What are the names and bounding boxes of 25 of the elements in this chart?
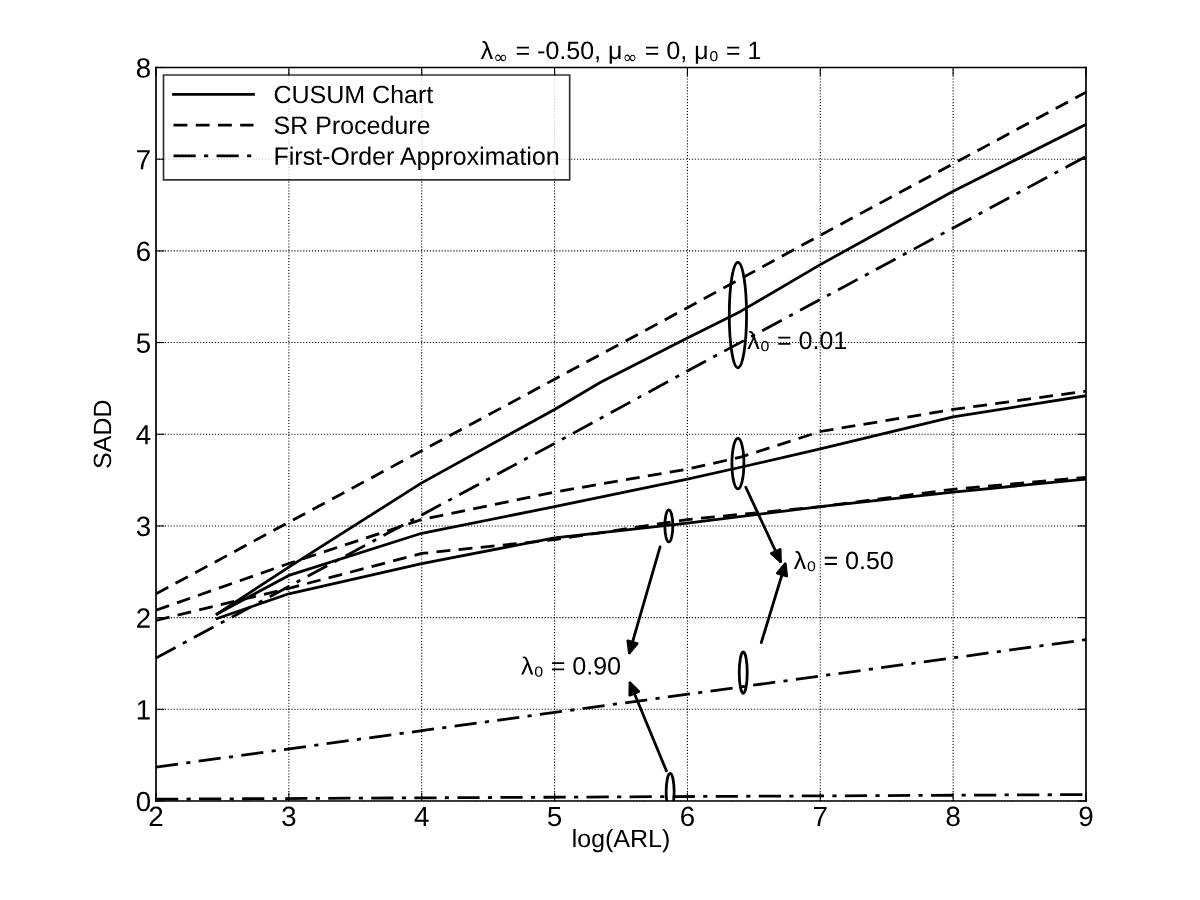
x-tick-label: 6 [681, 806, 694, 827]
y-tick-label: 8 [136, 58, 150, 78]
x-tick-label: 5 [547, 806, 562, 827]
y-tick-label: 6 [137, 241, 150, 262]
legend-label: CUSUM Chart [274, 85, 434, 104]
y-tick-label: 1 [137, 700, 150, 720]
annotation: λ₀ = 0.50 [793, 550, 893, 572]
annotation: λ₀ = 0.01 [747, 330, 847, 352]
x-tick-label: 9 [1079, 806, 1093, 827]
y-tick-label: 3 [136, 516, 150, 537]
y-tick-label: 0 [136, 791, 151, 812]
legend-label: First-Order Approximation [275, 146, 559, 170]
chart-title: λ$_{∞}$ = -0.50, μ$_{∞}$ = 0, μ₀ = 1 [480, 40, 761, 64]
annotation: λ₀ = 0.90 [521, 656, 621, 677]
x-tick-label: 3 [282, 806, 296, 827]
x-tick-label: 8 [946, 806, 960, 827]
y-tick-label: 4 [136, 425, 151, 445]
x-axis-title: log(ARL) [573, 828, 669, 853]
y-tick-label: 7 [137, 150, 150, 170]
y-tick-label: 2 [137, 608, 150, 628]
x-tick-label: 7 [813, 806, 827, 826]
y-tick-label: 5 [136, 333, 150, 353]
x-tick-label: 4 [414, 806, 429, 826]
legend-label: SR Procedure [274, 115, 430, 135]
y-axis-title: SADD [93, 400, 112, 468]
